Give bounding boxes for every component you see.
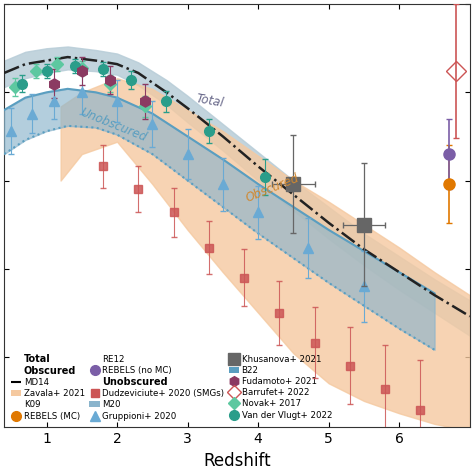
X-axis label: Redshift: Redshift: [203, 452, 271, 470]
Text: Total: Total: [195, 92, 225, 109]
Text: Obscured: Obscured: [244, 172, 301, 205]
Text: Unobscured: Unobscured: [78, 106, 149, 145]
Legend: Total, Obscured, MD14, Zavala+ 2021, K09, REBELS (MC), RE12, REBELS (no MC), Uno: Total, Obscured, MD14, Zavala+ 2021, K09…: [9, 351, 335, 423]
